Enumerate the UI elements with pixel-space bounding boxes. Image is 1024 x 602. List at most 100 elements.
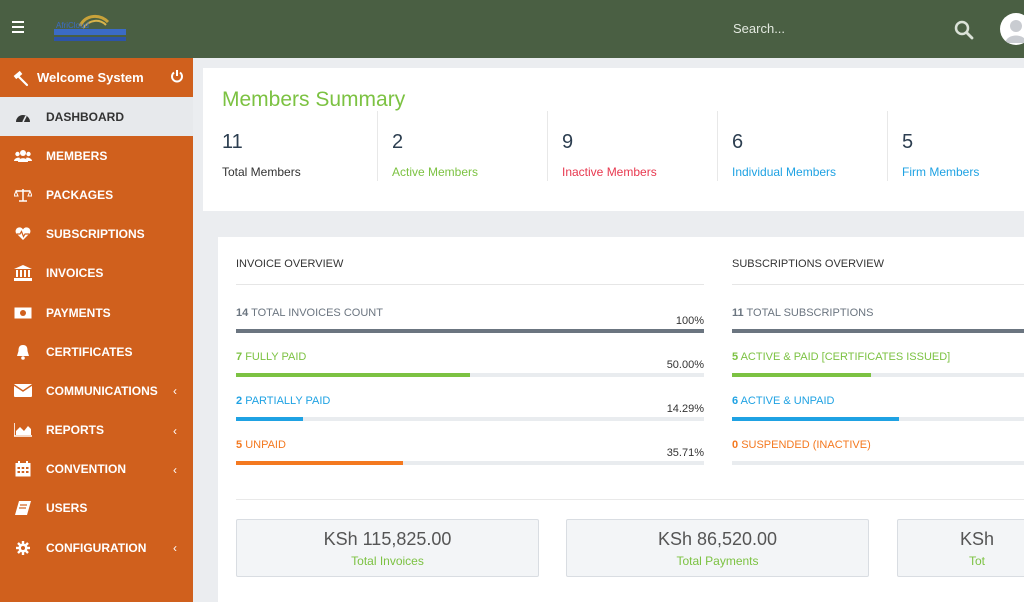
avatar[interactable]: [1000, 13, 1024, 45]
chevron-left-icon: ‹: [173, 384, 177, 399]
progress-label: 7 FULLY PAID: [236, 351, 306, 363]
stat-individual-members: 6 Individual Members: [713, 111, 887, 181]
sidebar-item-label: PACKAGES: [46, 187, 114, 202]
power-icon[interactable]: [170, 69, 184, 83]
sidebar-item-label: CONVENTION: [46, 462, 127, 477]
search-input[interactable]: Search...: [733, 21, 786, 36]
progress-percent: 14.29%: [666, 403, 704, 415]
chevron-left-icon: ‹: [173, 541, 177, 556]
sidebar-item-label: CONFIGURATION: [46, 540, 147, 555]
book-icon: [14, 500, 32, 516]
total-balance-caption: Tot: [968, 554, 985, 568]
sidebar-item-label: CERTIFICATES: [46, 344, 133, 359]
progress-label: 14 TOTAL INVOICES COUNT: [236, 307, 383, 319]
sidebar-item-dashboard[interactable]: DASHBOARD: [0, 97, 193, 137]
progress-fill: [732, 329, 1024, 333]
sidebar-item-payments[interactable]: PAYMENTS: [0, 293, 193, 332]
sidebar: Welcome System DASHBOARD MEMBERS PACKAGE…: [0, 58, 193, 602]
total-balance-amount: KSh: [959, 529, 995, 549]
stat-total-members: 11 Total Members: [203, 111, 377, 181]
members-summary-card: Members Summary 11 Total Members 2 Activ…: [203, 68, 1024, 211]
logo[interactable]: AfriCloud: [50, 12, 128, 44]
progress-text: ACTIVE & PAID [CERTIFICATES ISSUED]: [740, 351, 951, 363]
progress-fill: [732, 373, 872, 377]
section-divider: [236, 284, 704, 285]
bell-icon: [14, 344, 32, 360]
progress-fill: [236, 329, 704, 333]
stat-label: Inactive Members: [562, 165, 657, 179]
stat-value: 6: [732, 131, 744, 153]
progress-label: 11 TOTAL SUBSCRIPTIONS: [732, 307, 873, 319]
progress-percent: 50.00%: [666, 359, 704, 371]
progress-fill: [732, 417, 899, 421]
bank-icon: [14, 265, 32, 282]
sidebar-item-label: COMMUNICATIONS: [46, 383, 158, 398]
members-summary-title: Members Summary: [222, 88, 406, 111]
total-invoices-amount: KSh 115,825.00: [323, 529, 452, 549]
sidebar-item-label: SUBSCRIPTIONS: [46, 227, 145, 242]
sidebar-item-certificates[interactable]: CERTIFICATES: [0, 332, 193, 371]
overview-card: INVOICE OVERVIEW SUBSCRIPTIONS OVERVIEW …: [218, 237, 1024, 602]
money-icon: [14, 305, 32, 321]
progress-track: [732, 373, 1024, 377]
subscriptions-overview-title: SUBSCRIPTIONS OVERVIEW: [732, 258, 884, 270]
stat-active-members: 2 Active Members: [373, 111, 547, 181]
hamburger-icon[interactable]: [12, 21, 24, 35]
calendar-icon: [14, 461, 32, 477]
total-invoices-caption: Total Invoices: [351, 554, 424, 568]
progress-count: 5: [236, 439, 243, 451]
total-payments-box: KSh 86,520.00 Total Payments: [566, 519, 869, 577]
svg-text:AfriCloud: AfriCloud: [56, 21, 89, 30]
invoice-overview-title: INVOICE OVERVIEW: [236, 258, 344, 270]
sidebar-item-configuration[interactable]: CONFIGURATION ‹: [0, 528, 193, 567]
progress-percent: 35.71%: [666, 447, 704, 459]
progress-track: [732, 417, 1024, 421]
section-divider: [236, 499, 1024, 500]
sidebar-item-subscriptions[interactable]: SUBSCRIPTIONS: [0, 215, 193, 254]
progress-text: TOTAL INVOICES COUNT: [251, 307, 383, 319]
heartbeat-icon: [14, 226, 32, 242]
progress-fill: [236, 461, 404, 465]
sidebar-item-invoices[interactable]: INVOICES: [0, 254, 193, 293]
total-payments-amount: KSh 86,520.00: [657, 529, 778, 549]
progress-label: 6 ACTIVE & UNPAID: [732, 395, 835, 407]
stat-value: 9: [562, 131, 574, 153]
sidebar-item-label: MEMBERS: [46, 148, 108, 163]
progress-count: 6: [732, 395, 739, 407]
sidebar-item-label: USERS: [46, 501, 88, 516]
search-icon[interactable]: [954, 20, 974, 40]
stat-divider: [377, 111, 378, 181]
top-bar: AfriCloud Search...: [0, 0, 1024, 58]
sidebar-item-convention[interactable]: CONVENTION ‹: [0, 450, 193, 489]
welcome-label: Welcome System: [37, 70, 144, 85]
stat-label: Firm Members: [902, 165, 980, 179]
sidebar-welcome: Welcome System: [0, 58, 193, 97]
stat-divider: [547, 111, 548, 181]
sidebar-item-communications[interactable]: COMMUNICATIONS ‹: [0, 371, 193, 410]
stat-label: Individual Members: [732, 165, 837, 179]
stat-divider: [717, 111, 718, 181]
sidebar-item-label: REPORTS: [46, 423, 105, 438]
progress-count: 7: [236, 351, 243, 363]
balance-scale-icon: [14, 187, 32, 203]
envelope-icon: [14, 383, 32, 399]
progress-track: [236, 461, 704, 465]
progress-track: [236, 417, 704, 421]
total-payments-caption: Total Payments: [676, 554, 759, 568]
progress-label: 5 UNPAID: [236, 439, 286, 451]
chevron-left-icon: ‹: [173, 423, 177, 438]
sidebar-item-packages[interactable]: PACKAGES: [0, 175, 193, 214]
stat-inactive-members: 9 Inactive Members: [543, 111, 717, 181]
stat-label: Active Members: [392, 165, 479, 179]
sidebar-item-label: INVOICES: [46, 266, 104, 281]
stat-value: 11: [222, 131, 243, 153]
progress-count: 5: [732, 351, 739, 363]
progress-text: TOTAL SUBSCRIPTIONS: [746, 307, 874, 319]
users-icon: [14, 148, 32, 164]
sidebar-item-users[interactable]: USERS: [0, 489, 193, 528]
sidebar-item-reports[interactable]: REPORTS ‹: [0, 411, 193, 450]
gavel-icon: [12, 69, 30, 87]
sidebar-item-members[interactable]: MEMBERS: [0, 136, 193, 175]
progress-label: 2 PARTIALLY PAID: [236, 395, 330, 407]
sidebar-item-label: DASHBOARD: [46, 109, 124, 124]
